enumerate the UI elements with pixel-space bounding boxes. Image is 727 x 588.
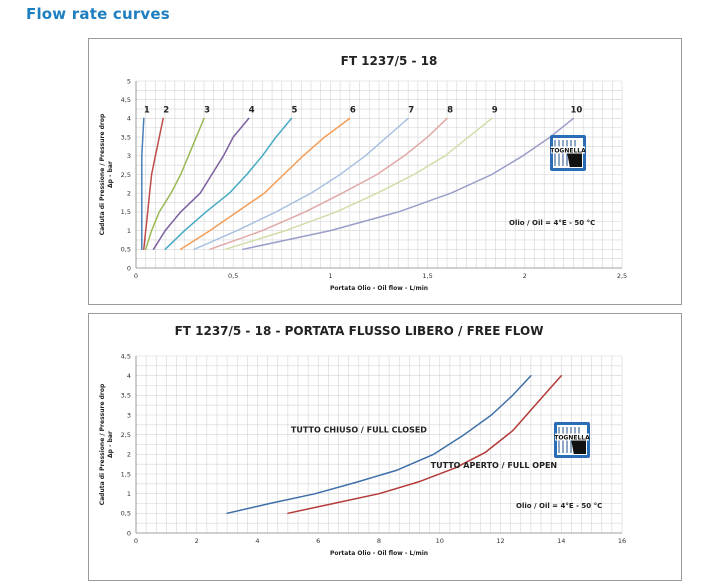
y-tick-label: 0	[127, 529, 131, 537]
series-line-0	[226, 374, 532, 515]
chart-title: FT 1237/5 - 18 - PORTATA FLUSSO LIBERO /…	[175, 324, 544, 338]
y-tick-label: 4,5	[121, 352, 131, 360]
series-line-1	[143, 117, 164, 251]
series-label: 5	[292, 105, 298, 115]
series-line-4	[164, 117, 293, 251]
series-line-2	[144, 117, 205, 251]
x-tick-label: 16	[618, 537, 626, 545]
x-tick-label: 1	[328, 272, 332, 280]
x-tick-label: 6	[316, 537, 320, 545]
series-label: 8	[447, 105, 453, 115]
series-line-0	[141, 117, 145, 251]
grid	[135, 355, 623, 534]
series-label: TUTTO APERTO / FULL OPEN	[431, 461, 557, 470]
x-tick-label: 0,5	[228, 272, 238, 280]
x-tick-label: 0	[134, 272, 138, 280]
series-line-9	[242, 117, 575, 251]
chart-panel-2: FT 1237/5 - 18 - PORTATA FLUSSO LIBERO /…	[88, 313, 682, 581]
series-line-1	[287, 374, 563, 515]
logo-band	[551, 146, 585, 154]
x-tick-label: 2	[195, 537, 199, 545]
y-axis-label: Δp - bar	[107, 431, 114, 458]
y-tick-label: 0,5	[121, 246, 131, 254]
x-tick-label: 0	[134, 537, 138, 545]
y-tick-label: 3,5	[121, 392, 131, 400]
chart-title: FT 1237/5 - 18	[341, 54, 438, 68]
y-tick-label: 2,5	[121, 431, 131, 439]
tognella-logo: TOGNELLA	[554, 422, 590, 458]
x-tick-label: 14	[557, 537, 565, 545]
y-tick-label: 3	[127, 152, 131, 160]
chart-panel-1: FT 1237/5 - 18 0 0,5 1 1,5 2 2,5 0 0,5 1 1,5 2 2,5 3 3…	[88, 38, 682, 305]
y-tick-label: 3	[127, 411, 131, 419]
series-line-8	[224, 117, 493, 251]
x-tick-label: 1,5	[422, 272, 432, 280]
series-line-6	[193, 117, 409, 251]
series-line-5	[179, 117, 351, 251]
y-axis-label: Caduta di Pressione / Pressure drop	[99, 383, 106, 505]
y-axis-label: Caduta di Pressione / Pressure drop	[99, 113, 106, 235]
series-label: 10	[570, 105, 582, 115]
y-tick-label: 0,5	[121, 510, 131, 518]
series-label: 9	[492, 105, 498, 115]
chart-2-svg: FT 1237/5 - 18 - PORTATA FLUSSO LIBERO /…	[99, 324, 626, 557]
y-tick-label: 4	[127, 372, 131, 380]
y-tick-label: 1,5	[121, 208, 131, 216]
x-tick-label: 2	[523, 272, 527, 280]
series-label: 1	[144, 105, 150, 115]
page-heading: Flow rate curves	[26, 5, 170, 23]
logo-text: TOGNELLA	[554, 435, 590, 442]
y-tick-label: 1	[127, 227, 131, 235]
oil-note: Olio / Oil = 4°E - 50 °C	[509, 219, 595, 227]
y-tick-label: 2	[127, 190, 131, 198]
x-tick-label: 12	[496, 537, 504, 545]
x-tick-label: 2,5	[617, 272, 627, 280]
x-tick-label: 10	[436, 537, 444, 545]
logo-band	[555, 433, 589, 441]
x-tick-label: 4	[255, 537, 259, 545]
y-axis-label: Δp - bar	[107, 161, 114, 188]
x-axis-label: Portata Olio - Oil flow - L/min	[330, 285, 428, 292]
series-line-3	[152, 117, 250, 251]
x-tick-label: 8	[377, 537, 381, 545]
tognella-logo: TOGNELLA	[550, 135, 586, 171]
y-tick-label: 2	[127, 451, 131, 459]
y-tick-label: 4,5	[121, 96, 131, 104]
logo-text: TOGNELLA	[550, 148, 586, 155]
series-label: 3	[204, 105, 210, 115]
series-label: 7	[408, 105, 414, 115]
grid	[135, 80, 623, 269]
y-tick-label: 0	[127, 264, 131, 272]
y-tick-label: 4	[127, 115, 131, 123]
y-tick-label: 3,5	[121, 133, 131, 141]
oil-note: Olio / Oil = 4°E - 50 °C	[516, 502, 602, 510]
series-label: TUTTO CHIUSO / FULL CLOSED	[291, 426, 427, 435]
series-label: 2	[163, 105, 169, 115]
series-line-7	[209, 117, 448, 251]
y-tick-label: 5	[127, 77, 131, 85]
series-label: 6	[350, 105, 356, 115]
series-label: 4	[249, 105, 255, 115]
x-axis-label: Portata Olio - Oil flow - L/min	[330, 550, 428, 557]
chart-1-svg: FT 1237/5 - 18 0 0,5 1 1,5 2 2,5 0 0,5 1 1,5 2 2,5 3 3…	[99, 54, 627, 292]
y-tick-label: 1,5	[121, 470, 131, 478]
y-tick-label: 2,5	[121, 171, 131, 179]
y-tick-label: 1	[127, 490, 131, 498]
